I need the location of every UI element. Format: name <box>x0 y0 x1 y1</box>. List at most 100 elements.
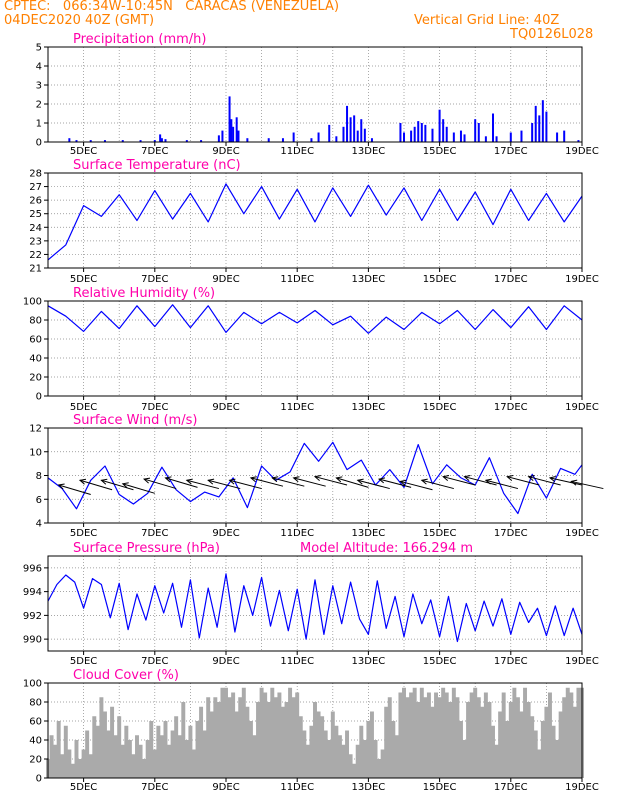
precip-bar <box>459 130 462 142</box>
wind-arrow-head <box>78 478 87 485</box>
panel3-xtick-label: 9DEC <box>212 402 239 413</box>
wind-arrow-head <box>207 478 215 485</box>
cloud-bar <box>466 702 471 778</box>
wind-arrow <box>208 479 241 490</box>
cloud-bar <box>405 697 410 778</box>
panel1-xtick-label: 17DEC <box>494 146 528 157</box>
panel3-xtick-label: 19DEC <box>565 402 599 413</box>
panel2-xtick-label: 11DEC <box>280 274 314 285</box>
cloud-bar <box>362 740 367 778</box>
panel3-ytick-label: 0 <box>36 392 42 403</box>
cloud-bar <box>181 702 186 778</box>
precip-bar <box>541 100 544 142</box>
panel5-xtick-label: 17DEC <box>494 656 528 667</box>
precip-bar <box>413 126 416 142</box>
precip-bar <box>185 140 188 142</box>
panel5-series-line <box>47 573 583 643</box>
panel6-xtick-label: 19DEC <box>565 782 599 793</box>
panel6-xtick-label: 11DEC <box>280 782 314 793</box>
cloud-bar <box>501 692 506 778</box>
panel2-xtick-label: 5DEC <box>70 274 97 285</box>
wind-arrow <box>186 479 220 490</box>
wind-arrow <box>400 480 433 491</box>
cloud-bar <box>284 702 289 778</box>
cloud-bar <box>345 730 350 778</box>
precip-bar <box>317 132 320 142</box>
precip-bar <box>228 96 231 142</box>
panel2-ytick-label: 25 <box>29 209 42 220</box>
panel1-frame <box>47 46 583 143</box>
cloud-bar <box>387 697 392 778</box>
cloud-bar <box>512 687 517 778</box>
cloud-bar <box>191 749 196 778</box>
panel2-ytick-label: 28 <box>29 169 42 180</box>
wind-arrow <box>571 480 604 490</box>
cloud-bar <box>451 687 456 778</box>
cloud-bar <box>252 735 257 778</box>
precip-bar <box>121 140 124 142</box>
cloud-bar <box>227 697 232 778</box>
panel3-frame <box>47 300 583 397</box>
panel4-xtick-label: 19DEC <box>565 528 599 539</box>
cloud-bar <box>337 735 342 778</box>
panel3-ytick-label: 40 <box>29 354 42 365</box>
panel6-xtick-label: 17DEC <box>494 782 528 793</box>
cloud-bar <box>231 692 236 778</box>
panel2-ytick-label: 27 <box>29 182 42 193</box>
panel5-annotation: Model Altitude: 166.294 m <box>300 541 473 556</box>
cloud-bar <box>369 711 374 778</box>
wind-arrow-head <box>292 476 300 483</box>
panel6-xtick-label: 13DEC <box>352 782 386 793</box>
cloud-bar <box>352 763 357 778</box>
cloud-bar <box>355 744 360 778</box>
panel1-xtick-label: 13DEC <box>352 146 386 157</box>
cloud-bar <box>120 744 125 778</box>
precip-bar <box>335 136 338 142</box>
precip-bar <box>310 138 313 142</box>
panel2-xtick-label: 7DEC <box>141 274 168 285</box>
header-date: 04DEC2020 40Z (GMT) <box>4 13 155 28</box>
panel2-ytick-label: 22 <box>29 250 42 261</box>
cloud-bar <box>170 730 175 778</box>
precip-bar <box>328 124 331 142</box>
cloud-bar <box>530 716 535 778</box>
cloud-bar <box>359 725 364 778</box>
wind-arrow-head <box>442 475 450 481</box>
panel6-xtick-label: 15DEC <box>423 782 457 793</box>
panel1-xtick-label: 9DEC <box>212 146 239 157</box>
panel1-xtick-label: 5DEC <box>70 146 97 157</box>
panel4-ytick-label: 12 <box>29 424 42 435</box>
cloud-bar <box>142 759 147 778</box>
precip-bar <box>531 123 534 142</box>
precip-bar <box>410 130 413 142</box>
panel1-ytick-label: 3 <box>36 81 42 92</box>
cloud-bar <box>63 725 68 778</box>
panel3-ytick-label: 60 <box>29 335 42 346</box>
wind-arrow-head <box>548 476 556 482</box>
wind-arrow-head <box>484 478 492 485</box>
cloud-bar <box>159 735 164 778</box>
precip-bar <box>89 140 92 142</box>
precip-bar <box>424 124 427 142</box>
cloud-bar <box>540 721 545 778</box>
cloud-bar <box>469 692 474 778</box>
cloud-bar <box>95 725 100 778</box>
wind-arrow-head <box>356 478 364 485</box>
panel6-title: Cloud Cover (%) <box>73 668 179 683</box>
panel5-ytick-label: 992 <box>23 611 42 622</box>
panel2-xtick-label: 15DEC <box>423 274 457 285</box>
cloud-bar <box>334 725 339 778</box>
panel2-frame <box>47 172 583 269</box>
cloud-bar <box>302 730 307 778</box>
cloud-bar <box>416 702 421 778</box>
cloud-bar <box>409 692 414 778</box>
precip-bar <box>445 126 448 142</box>
cloud-bar <box>167 744 172 778</box>
precip-bar <box>492 113 494 142</box>
cloud-bar <box>199 706 204 778</box>
cloud-bar <box>380 749 385 778</box>
panel6-xtick-label: 7DEC <box>141 782 168 793</box>
cloud-bar <box>288 687 293 778</box>
header-vertical-grid-note: Vertical Grid Line: 40Z <box>414 13 560 28</box>
panel3-xtick-label: 5DEC <box>70 402 97 413</box>
